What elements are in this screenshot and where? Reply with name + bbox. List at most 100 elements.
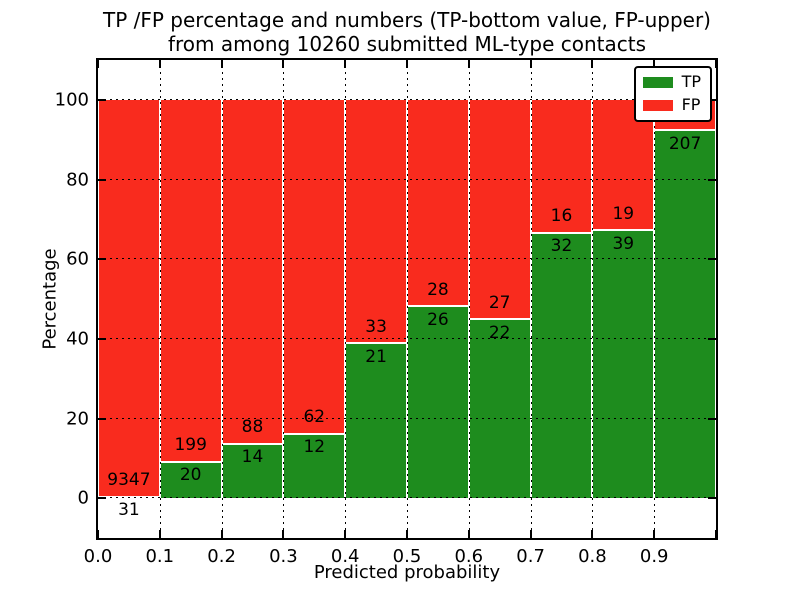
gridline-v — [468, 60, 470, 538]
tp-count-label: 20 — [179, 465, 202, 486]
tp-count-label: 12 — [303, 437, 326, 458]
x-tick-top — [282, 60, 285, 68]
x-tick-label: 0.7 — [516, 546, 545, 567]
legend: TP FP — [633, 66, 712, 122]
x-tick-top — [344, 60, 347, 68]
fp-count-label: 28 — [427, 279, 449, 300]
bar-group-0.0: 9347 31 — [98, 60, 160, 538]
gridline-v — [530, 60, 532, 538]
x-tick-top — [529, 60, 532, 68]
bar-group-0.7: 16 32 — [530, 60, 593, 538]
x-tick-bottom — [467, 530, 470, 538]
bar-group-0.2: 88 14 — [221, 60, 284, 538]
x-tick-bottom — [282, 530, 285, 538]
gridline-v — [407, 60, 408, 538]
x-tick-top — [591, 60, 594, 68]
x-tick-label: 0.6 — [454, 546, 484, 567]
gridline-v — [283, 60, 285, 538]
y-tick-right — [708, 497, 716, 500]
x-tick-bottom — [653, 530, 656, 538]
y-tick-right — [708, 337, 716, 340]
y-tick-left — [98, 258, 106, 261]
x-tick-top — [406, 60, 408, 68]
y-tick-label: 100 — [54, 89, 89, 111]
x-tick-bottom — [529, 530, 532, 538]
gridline-v — [345, 60, 347, 538]
tp-count-label: 14 — [241, 447, 264, 468]
fp-bar-segment — [159, 99, 222, 462]
tp-fp-boundary — [284, 432, 345, 435]
y-tick-label: 40 — [66, 328, 89, 350]
x-tick-label: 0.5 — [392, 546, 422, 567]
gridline-v — [654, 60, 656, 538]
fp-bar-segment — [530, 99, 593, 233]
tp-fp-boundary — [655, 129, 715, 132]
x-tick-bottom — [158, 530, 161, 538]
fp-count-label: 27 — [488, 292, 511, 313]
y-tick-left — [98, 178, 106, 181]
x-tick-bottom — [715, 530, 717, 538]
y-tick-right — [708, 258, 716, 261]
tp-bar-segment — [345, 343, 407, 499]
chart-title: TP /FP percentage and numbers (TP-bottom… — [96, 8, 718, 56]
y-tick-right — [708, 98, 716, 101]
legend-row-tp: TP — [642, 72, 701, 91]
tp-bar-segment — [530, 232, 593, 499]
bar-group-0.3: 62 12 — [283, 60, 346, 538]
x-tick-bottom — [220, 530, 223, 538]
bar-group-0.5: 28 26 — [407, 60, 469, 538]
y-tick-right — [708, 178, 716, 181]
legend-label-fp: FP — [681, 95, 701, 114]
x-tick-label: 0.8 — [578, 546, 607, 567]
tp-count-label: 32 — [550, 236, 573, 257]
x-tick-bottom — [591, 530, 594, 538]
x-tick-label: 0.9 — [639, 546, 669, 567]
y-tick-label: 60 — [66, 248, 89, 270]
fp-bar-segment — [221, 99, 284, 444]
legend-swatch-fp — [642, 99, 673, 111]
tp-fp-boundary — [408, 305, 468, 308]
tp-bar-segment — [468, 319, 531, 499]
legend-swatch-tp — [642, 76, 673, 88]
x-tick-label: 0.2 — [207, 546, 236, 567]
plot-area: TP FP 9347 31 199 20 88 14 62 12 33 21 28 26 27 22 16 3… — [55, 58, 718, 567]
fp-bar-segment — [98, 99, 160, 497]
x-tick-bottom — [344, 530, 347, 538]
tp-bar-segment — [654, 130, 716, 499]
y-tick-label: 20 — [66, 408, 89, 429]
gridline-v — [159, 60, 161, 538]
y-tick-label: 0 — [77, 487, 89, 509]
tp-count-label: 207 — [668, 133, 702, 154]
x-tick-label: 0.4 — [330, 546, 360, 567]
y-tick-left — [98, 98, 106, 101]
fp-count-label: 19 — [612, 203, 635, 224]
x-tick-label: 0.3 — [269, 546, 298, 567]
fp-count-label: 9347 — [107, 470, 151, 491]
tp-fp-boundary — [346, 342, 406, 345]
tp-bar-segment — [159, 461, 222, 499]
bar-group-0.4: 33 21 — [345, 60, 407, 538]
x-tick-bottom — [97, 530, 99, 538]
x-tick-top — [220, 60, 223, 68]
x-tick-bottom — [406, 530, 408, 538]
tp-fp-boundary — [593, 229, 654, 232]
tp-count-label: 21 — [365, 346, 387, 367]
tp-fp-boundary — [222, 442, 283, 445]
y-tick-label: 80 — [66, 169, 89, 190]
bar-group-0.6: 27 22 — [468, 60, 531, 538]
x-tick-top — [467, 60, 470, 68]
chart-title-line2: from among 10260 submitted ML-type conta… — [167, 32, 647, 56]
tp-fp-boundary — [160, 460, 221, 463]
fp-bar-segment — [283, 99, 346, 434]
x-axis-label: Predicted probability — [313, 562, 501, 583]
fp-count-label: 88 — [241, 416, 264, 437]
bar-group-0.9: 17207 — [654, 60, 716, 538]
x-tick-label: 0.1 — [145, 546, 175, 567]
fp-count-label: 33 — [365, 316, 387, 337]
legend-label-tp: TP — [681, 72, 701, 91]
fp-count-label: 199 — [174, 435, 207, 456]
x-tick-top — [653, 60, 656, 68]
tp-count-label: 39 — [612, 233, 635, 254]
fp-bar-segment — [468, 99, 531, 320]
